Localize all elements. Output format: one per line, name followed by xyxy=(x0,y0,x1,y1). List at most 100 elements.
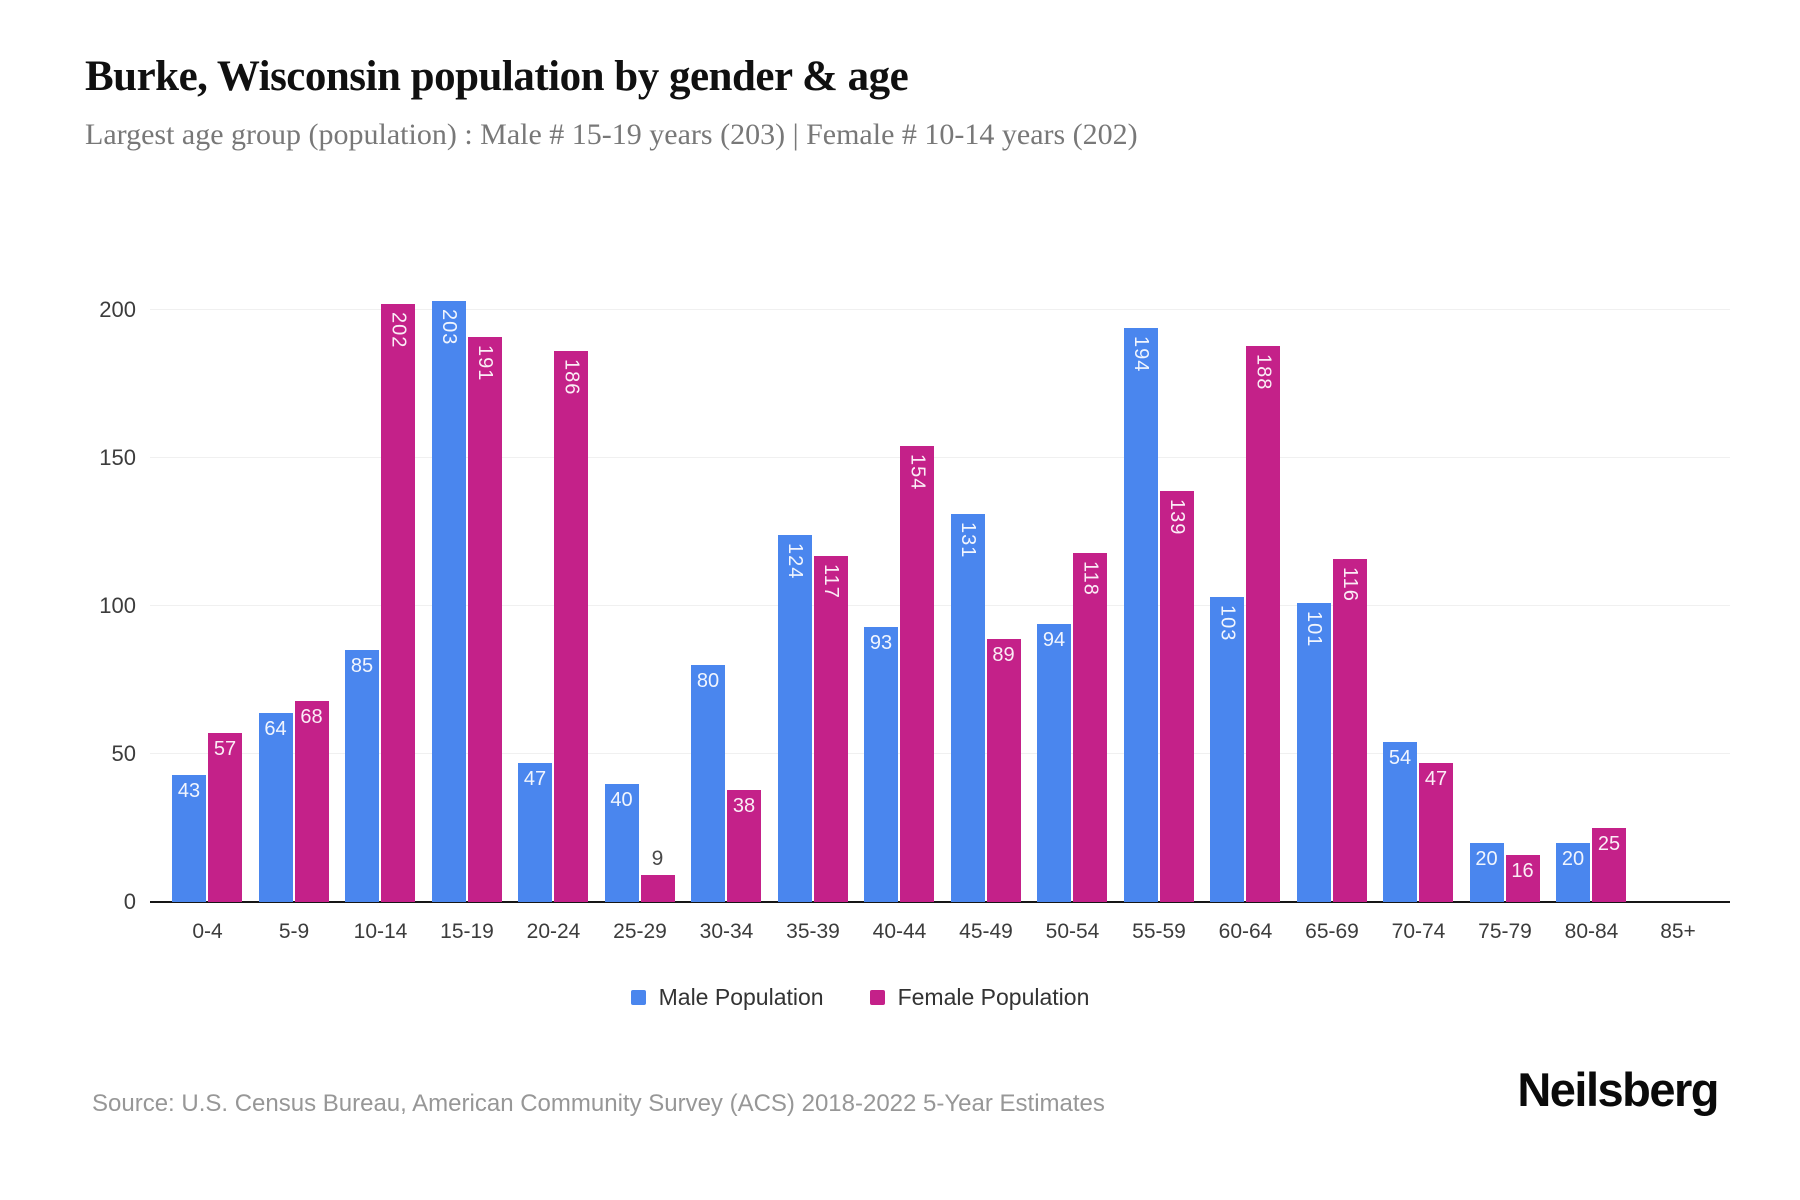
x-axis-category-label-10-14: 10-14 xyxy=(353,920,408,943)
male-legend-label: Male Population xyxy=(658,984,824,1010)
male-bar-10-14: 85 xyxy=(345,650,379,902)
bar-group-35-39: 124 117 35-39 xyxy=(770,270,857,943)
y-axis: 0 50 100 150 200 xyxy=(0,270,140,914)
bar-group-25-29: 40 9 25-29 xyxy=(597,270,684,943)
bar-group-75-79: 20 16 75-79 xyxy=(1462,270,1549,943)
x-axis-category-label-50-54: 50-54 xyxy=(1045,920,1100,943)
bar-value-label: 20 xyxy=(1475,847,1498,870)
male-bar-20-24: 47 xyxy=(518,762,552,902)
x-axis-category-label-40-44: 40-44 xyxy=(872,920,927,943)
male-bar-75-79: 20 xyxy=(1469,842,1504,902)
female-bar-15-19: 191 xyxy=(467,336,502,902)
bar-group-40-44: 93 154 40-44 xyxy=(856,270,943,943)
bar-group-55-59: 194 139 55-59 xyxy=(1116,270,1203,943)
male-bar-45-49: 131 xyxy=(950,514,985,902)
female-bar-30-34: 38 xyxy=(727,789,761,902)
x-axis-category-label-55-59: 55-59 xyxy=(1132,920,1186,943)
bar-value-label: 94 xyxy=(1042,628,1066,651)
male-bar-30-34: 80 xyxy=(691,665,725,902)
bar-value-label: 194 xyxy=(1130,335,1152,373)
bar-value-label: 85 xyxy=(350,655,374,678)
female-bar-55-59: 139 xyxy=(1159,490,1194,902)
page-title: Burke, Wisconsin population by gender & … xyxy=(85,53,909,100)
female-bar-35-39: 117 xyxy=(813,555,848,902)
bar-value-label: 43 xyxy=(177,779,201,802)
bar-value-label: 139 xyxy=(1166,498,1188,535)
bar-value-label: 101 xyxy=(1303,611,1325,648)
bar-value-label: 47 xyxy=(1424,767,1448,790)
x-axis-category-label-45-49: 45-49 xyxy=(959,920,1013,943)
bar-group-30-34: 80 38 30-34 xyxy=(683,270,770,943)
gridline-50 xyxy=(150,753,1730,754)
female-bar-40-44: 154 xyxy=(900,446,934,902)
y-axis-tick-label-200: 200 xyxy=(99,297,136,322)
male-bar-80-84: 20 xyxy=(1556,842,1590,902)
bar-value-label: 38 xyxy=(732,794,756,817)
male-bar-50-54: 94 xyxy=(1037,623,1071,902)
male-bar-5-9: 64 xyxy=(258,712,293,902)
female-legend-label: Female Population xyxy=(897,984,1090,1010)
female-bar-25-29: 9 xyxy=(640,847,675,902)
female-bar-20-24: 186 xyxy=(554,351,588,902)
x-axis-baseline xyxy=(150,901,1730,903)
bar-value-label: 202 xyxy=(387,312,410,349)
bar-group-5-9: 64 68 5-9 xyxy=(251,270,338,943)
bar-value-label: 64 xyxy=(264,717,287,740)
female-bar-50-54: 118 xyxy=(1073,552,1107,902)
bar-value-label: 154 xyxy=(906,454,929,491)
bar-value-label: 47 xyxy=(523,767,547,790)
bar-group-15-19: 203 191 15-19 xyxy=(424,270,511,943)
gridline-100 xyxy=(150,605,1730,606)
female-legend-swatch xyxy=(869,990,885,1005)
bar-value-label: 118 xyxy=(1079,560,1102,596)
x-axis-category-label-5-9: 5-9 xyxy=(278,920,310,943)
bar-value-label: 25 xyxy=(1597,833,1621,855)
bar-value-label: 93 xyxy=(869,631,893,654)
y-axis-tick-label-100: 100 xyxy=(99,593,136,618)
x-axis-category-label-80-84: 80-84 xyxy=(1564,920,1619,943)
female-bar-80-84: 25 xyxy=(1592,828,1626,902)
female-bar-75-79: 16 xyxy=(1505,854,1540,902)
bar-group-45-49: 131 89 45-49 xyxy=(943,270,1030,943)
male-bar-60-64: 103 xyxy=(1210,597,1244,902)
x-axis-category-label-20-24: 20-24 xyxy=(526,920,581,943)
chart-legend: Male Population Female Population xyxy=(0,984,1720,1011)
male-bar-35-39: 124 xyxy=(777,534,812,902)
bar-value-label: 203 xyxy=(438,309,460,346)
male-bar-40-44: 93 xyxy=(864,626,898,902)
male-bar-70-74: 54 xyxy=(1383,742,1417,902)
bar-value-label: 124 xyxy=(784,542,806,580)
female-bar-5-9: 68 xyxy=(294,700,329,902)
bar-chart-plot-area: 43 57 0-4 64 68 5-9 85 202 10-14 203 191 15-19 47 186… xyxy=(150,270,1730,943)
male-bar-15-19: 203 xyxy=(431,301,466,902)
neilsberg-logo: Neilsberg xyxy=(1517,1063,1719,1116)
bar-value-label: 40 xyxy=(610,788,633,811)
bar-group-85+: 85+ xyxy=(1635,270,1722,943)
x-axis-category-label-65-69: 65-69 xyxy=(1305,920,1359,943)
bar-group-10-14: 85 202 10-14 xyxy=(337,270,424,943)
bar-value-label: 80 xyxy=(696,670,720,693)
bar-value-label: 57 xyxy=(213,738,237,761)
bar-value-label: 54 xyxy=(1388,747,1412,770)
female-bar-45-49: 89 xyxy=(986,638,1021,902)
y-axis-tick-label-0: 0 xyxy=(123,889,136,914)
female-bar-10-14: 202 xyxy=(381,304,415,902)
bar-value-label: 20 xyxy=(1561,847,1585,870)
bar-group-80-84: 20 25 80-84 xyxy=(1548,270,1635,943)
male-legend-swatch xyxy=(630,990,646,1005)
gridline-150 xyxy=(150,457,1730,458)
x-axis-category-label-15-19: 15-19 xyxy=(440,920,494,943)
bar-value-label: 131 xyxy=(957,522,979,559)
bar-value-label: 116 xyxy=(1339,566,1361,602)
bar-value-label: 16 xyxy=(1511,859,1534,882)
bar-value-label: 68 xyxy=(300,705,323,728)
bar-group-60-64: 103 188 60-64 xyxy=(1202,270,1289,943)
bar-value-label: 186 xyxy=(560,359,583,396)
x-axis-category-label-25-29: 25-29 xyxy=(613,920,667,943)
male-bar-65-69: 101 xyxy=(1296,603,1331,902)
bar-group-65-69: 101 116 65-69 xyxy=(1289,270,1376,943)
x-axis-category-label-85+: 85+ xyxy=(1660,920,1696,943)
bar-group-70-74: 54 47 70-74 xyxy=(1375,270,1462,943)
x-axis-category-label-35-39: 35-39 xyxy=(786,920,840,943)
legend-item-male: Male Population xyxy=(630,984,824,1011)
